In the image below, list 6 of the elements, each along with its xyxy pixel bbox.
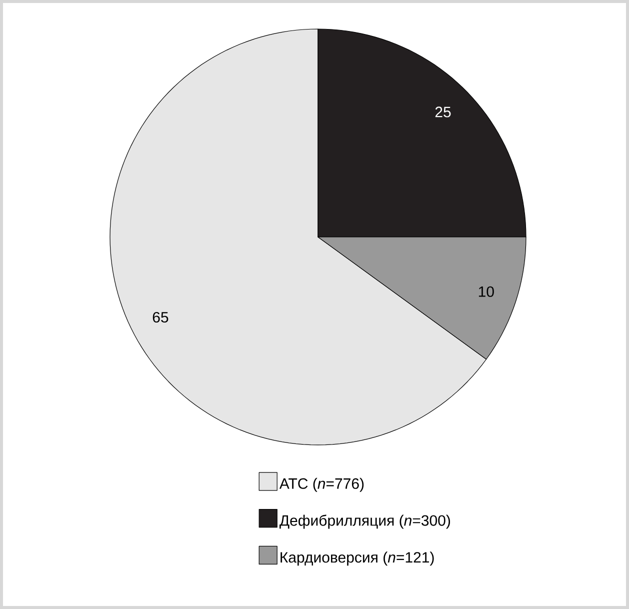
data-label: 25 (435, 106, 451, 118)
data-label: 65 (152, 312, 168, 323)
data-label: 10 (478, 286, 494, 297)
legend-label: Кардиоверсия (n=121) (280, 552, 434, 566)
legend-label: Дефибрилляция (n=300) (280, 514, 450, 529)
legend-label: АТС (n=776) (279, 478, 364, 492)
